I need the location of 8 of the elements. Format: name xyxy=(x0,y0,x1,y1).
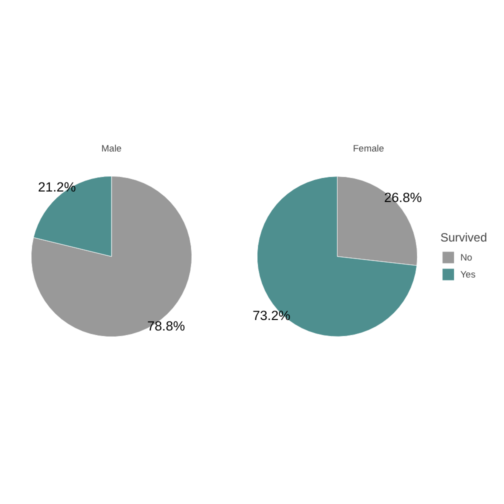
legend-label: Yes xyxy=(460,269,477,279)
data-label: 26.8% xyxy=(384,190,422,206)
legend-title: Survived xyxy=(440,230,487,244)
data-label: 78.8% xyxy=(147,318,186,334)
chart-title: Male xyxy=(101,144,122,154)
chart-title: Female xyxy=(352,144,384,154)
data-label: 21.2% xyxy=(38,180,76,195)
legend-label: No xyxy=(460,252,474,262)
